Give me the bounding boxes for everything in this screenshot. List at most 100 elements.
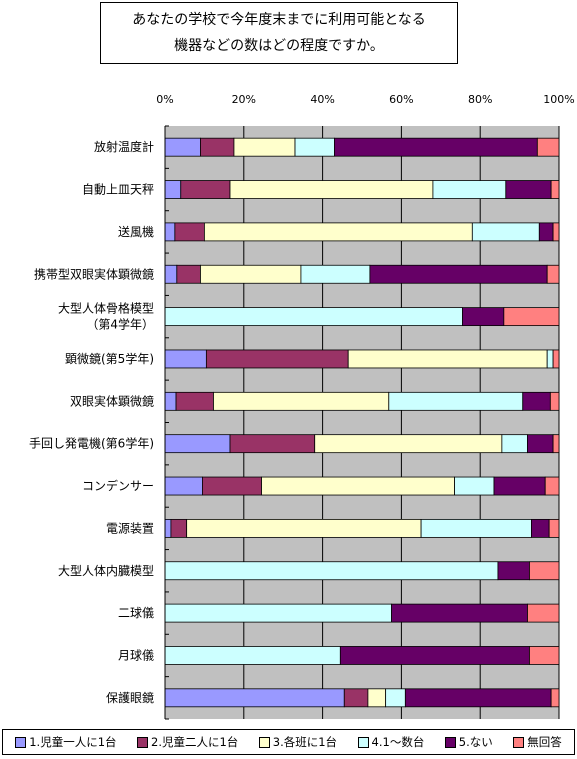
category-label-4: 大型人体骨格模型（第4学年）: [58, 301, 154, 332]
category-label-1-line-0: 自動上皿天秤: [82, 183, 154, 197]
x-tick-label-1: 20%: [232, 93, 256, 106]
bar-0-series-5: [536, 137, 560, 157]
x-tick-label-2: 40%: [310, 93, 334, 106]
bar-5-series-5: [552, 349, 560, 369]
bar-10-series-5: [529, 561, 560, 581]
bar-9-series-2: [186, 518, 422, 538]
bar-0-series-0: [164, 137, 201, 157]
bar-0-series-1: [200, 137, 235, 157]
category-label-13-line-0: 保護眼鏡: [106, 690, 154, 705]
category-label-2: 送風機: [118, 224, 154, 239]
category-label-13: 保護眼鏡: [106, 690, 154, 705]
category-label-10: 大型人体内臓模型: [58, 564, 154, 578]
bar-2-series-4: [538, 222, 554, 242]
legend-swatch-4: [444, 736, 456, 748]
legend-label-3: 4.1～数台: [371, 735, 425, 749]
legend: 1.児童一人に1台 2.児童二人に1台 3.各班に1台 4.1～数台 5.ない 無回答: [2, 729, 575, 755]
bar-2-series-3: [471, 222, 540, 242]
bar-8-series-0: [164, 476, 203, 496]
category-label-2-line-0: 送風機: [118, 224, 154, 239]
bar-1-series-0: [164, 180, 182, 199]
bar-12-series-5: [529, 646, 560, 665]
bar-1-series-5: [550, 180, 560, 199]
chart-title: あなたの学校で今年度末までに利用可能となる 機器などの数はどの程度ですか。: [100, 2, 458, 64]
chart-title-line-2: 機器などの数はどの程度ですか。: [174, 38, 384, 54]
bar-6-series-5: [549, 391, 560, 411]
bar-3-series-0: [164, 264, 178, 284]
bar-0-series-2: [233, 137, 296, 157]
bar-12-series-3: [164, 646, 341, 665]
legend-swatch-0: [15, 736, 27, 748]
bar-1-series-3: [432, 180, 507, 199]
bar-6-series-2: [213, 391, 390, 411]
category-label-4-line-0: 大型人体骨格模型: [58, 301, 154, 316]
category-label-5: 顕微鏡(第5学年): [65, 351, 154, 366]
bar-13-series-5: [550, 688, 560, 708]
legend-item-2: 3.各班に1台: [258, 734, 337, 750]
bar-5-series-1: [205, 349, 349, 369]
bar-4-series-4: [462, 307, 505, 327]
bar-3-series-4: [369, 264, 548, 284]
bar-9-series-1: [170, 518, 188, 538]
bar-13-series-1: [343, 688, 369, 708]
bar-9-series-4: [531, 518, 550, 538]
bar-11-series-4: [391, 603, 528, 623]
bar-13-series-3: [385, 688, 406, 708]
category-label-9-line-0: 電源装置: [106, 521, 154, 535]
bar-3-series-5: [546, 264, 560, 284]
bar-8-series-2: [261, 476, 455, 496]
bar-4-series-3: [164, 307, 463, 327]
bar-0-series-3: [294, 137, 335, 157]
category-label-7-line-0: 手回し発電機(第6学年): [29, 436, 154, 451]
legend-label-0: 1.児童一人に1台: [29, 735, 117, 749]
category-label-10-line-0: 大型人体内臓模型: [58, 564, 154, 578]
legend-item-4: 5.ない: [444, 734, 493, 750]
bar-0-series-4: [334, 137, 538, 157]
legend-item-1: 2.児童二人に1台: [137, 734, 238, 750]
category-label-8: コンデンサー: [82, 478, 154, 493]
category-label-12-line-0: 月球儀: [118, 648, 154, 662]
legend-swatch-2: [258, 736, 270, 748]
legend-label-4: 5.ない: [458, 735, 493, 749]
legend-swatch-3: [357, 736, 369, 748]
x-tick-label-4: 80%: [468, 93, 492, 106]
category-label-11-line-0: 二球儀: [118, 606, 154, 620]
bar-10-series-3: [164, 561, 499, 581]
category-label-5-line-0: 顕微鏡(第5学年): [65, 351, 154, 366]
category-label-6-line-0: 双眼実体顕微鏡: [70, 393, 154, 408]
bar-6-series-1: [175, 391, 214, 411]
category-label-3-line-0: 携帯型双眼実体顕微鏡: [34, 266, 154, 281]
x-tick-label-5: 100%: [543, 93, 574, 106]
bar-8-series-1: [202, 476, 262, 496]
bar-6-series-3: [388, 391, 524, 411]
bar-2-series-5: [552, 222, 560, 242]
legend-label-1: 2.児童二人に1台: [151, 735, 239, 749]
bar-5-series-2: [347, 349, 548, 369]
bar-7-series-0: [164, 434, 231, 454]
bar-13-series-2: [367, 688, 387, 708]
bar-8-series-4: [493, 476, 546, 496]
bar-7-series-2: [314, 434, 503, 454]
legend-swatch-1: [137, 736, 148, 748]
bar-8-series-3: [454, 476, 495, 496]
bar-7-series-4: [527, 434, 554, 454]
x-tick-label-0: 0%: [156, 93, 173, 106]
bars: [164, 137, 560, 708]
category-label-0-line-0: 放射温度計: [94, 139, 154, 154]
category-label-6: 双眼実体顕微鏡: [70, 393, 154, 408]
bar-3-series-2: [200, 264, 302, 284]
legend-item-3: 4.1～数台: [357, 734, 425, 750]
bar-11-series-3: [164, 603, 392, 623]
bar-9-series-3: [420, 518, 532, 538]
bar-7-series-1: [229, 434, 316, 454]
category-label-4-line-1: （第4学年）: [86, 317, 154, 332]
bar-9-series-0: [164, 518, 172, 538]
chart-title-line-1: あなたの学校で今年度末までに利用可能となる: [132, 12, 426, 28]
x-tick-label-3: 60%: [389, 93, 413, 106]
bar-2-series-1: [174, 222, 205, 242]
bar-2-series-2: [203, 222, 473, 242]
bar-12-series-4: [339, 646, 530, 665]
bar-1-series-2: [229, 180, 434, 199]
bar-4-series-5: [503, 307, 560, 327]
category-label-3: 携帯型双眼実体顕微鏡: [34, 266, 154, 281]
